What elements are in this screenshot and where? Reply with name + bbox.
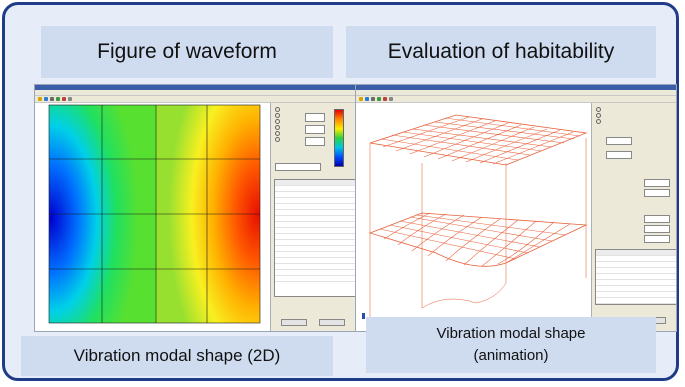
caption-vibration-modal-shape-2d: Vibration modal shape (2D): [21, 336, 333, 376]
title-figure-of-waveform-text: Figure of waveform: [97, 40, 277, 63]
window-toolbar: [356, 96, 676, 103]
print-icon[interactable]: [371, 97, 375, 101]
caption-vibration-modal-shape-animation: Vibration modal shape (animation): [366, 317, 656, 373]
input-field-5[interactable]: [644, 235, 670, 243]
title-evaluation-of-habitability-text: Evaluation of habitability: [387, 40, 615, 63]
save-icon[interactable]: [365, 97, 369, 101]
input-field-2[interactable]: [644, 189, 670, 197]
play-icon[interactable]: [377, 97, 381, 101]
habitability-app-window: [355, 84, 677, 332]
option-row-1[interactable]: [596, 107, 602, 113]
window-toolbar: [35, 96, 355, 103]
mode-table[interactable]: [595, 249, 676, 305]
zoom-icon[interactable]: [68, 97, 72, 101]
print-icon[interactable]: [50, 97, 54, 101]
window-menubar[interactable]: [356, 90, 676, 96]
scale-input-2[interactable]: [305, 125, 325, 134]
stop-icon[interactable]: [62, 97, 66, 101]
window-titlebar: [35, 85, 355, 90]
modal-shape-3d-mesh: [362, 114, 588, 319]
input-field-4[interactable]: [644, 225, 670, 233]
option-row-3[interactable]: [596, 119, 602, 125]
save-icon[interactable]: [44, 97, 48, 101]
option-row-1[interactable]: [275, 107, 281, 113]
option-row-2[interactable]: [596, 113, 602, 119]
open-icon[interactable]: [38, 97, 42, 101]
habitability-control-panel: [591, 103, 676, 331]
frequency-table[interactable]: [274, 179, 355, 297]
mode-selector[interactable]: [275, 163, 321, 171]
waveform-2d-contour: [48, 104, 261, 324]
scale-input-1[interactable]: [305, 113, 325, 122]
waveform-app-window: [34, 84, 356, 332]
open-icon[interactable]: [359, 97, 363, 101]
waveform-control-panel: [270, 103, 355, 331]
dropdown-1[interactable]: [606, 137, 632, 145]
caption-2d-text: Vibration modal shape (2D): [73, 346, 281, 365]
option-row-4[interactable]: [275, 125, 281, 131]
input-field-1[interactable]: [644, 179, 670, 187]
scale-input-3[interactable]: [305, 137, 325, 146]
caption-animation-line1: Vibration modal shape: [436, 325, 586, 342]
caption-animation-line2: (animation): [473, 347, 549, 364]
control-button-2[interactable]: [319, 319, 345, 326]
animation-view[interactable]: [356, 103, 591, 331]
color-scale-legend: [334, 109, 344, 167]
option-row-6[interactable]: [275, 137, 281, 143]
play-icon[interactable]: [56, 97, 60, 101]
window-titlebar: [356, 85, 676, 90]
zoom-icon[interactable]: [389, 97, 393, 101]
dropdown-2[interactable]: [606, 151, 632, 159]
title-evaluation-of-habitability: Evaluation of habitability: [346, 26, 656, 78]
window-menubar[interactable]: [35, 90, 355, 96]
option-row-3[interactable]: [275, 119, 281, 125]
waveform-plot-area[interactable]: [35, 103, 270, 331]
axis-marker: [362, 313, 365, 319]
option-row-2[interactable]: [275, 113, 281, 119]
input-field-3[interactable]: [644, 215, 670, 223]
control-button-1[interactable]: [281, 319, 307, 326]
option-row-5[interactable]: [275, 131, 281, 137]
stop-icon[interactable]: [383, 97, 387, 101]
title-figure-of-waveform: Figure of waveform: [41, 26, 333, 78]
